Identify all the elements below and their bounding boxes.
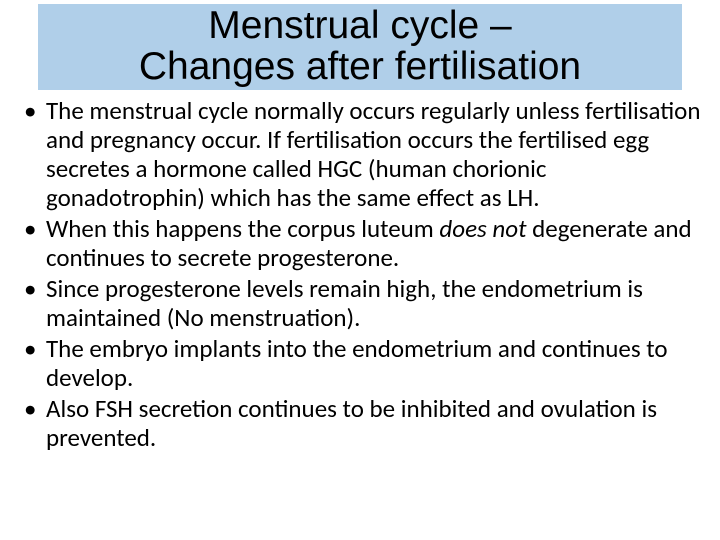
bullet-text: Also FSH secretion continues to be inhib… xyxy=(46,393,657,453)
slide-title: Menstrual cycle – Changes after fertilis… xyxy=(139,6,581,88)
bullet-text: When this happens the corpus luteum does… xyxy=(46,213,692,273)
bullet-item: Also FSH secretion continues to be inhib… xyxy=(20,394,710,452)
bullet-text: The embryo implants into the endometrium… xyxy=(46,333,668,393)
bullet-item: When this happens the corpus luteum does… xyxy=(20,214,710,272)
italic-phrase: does not xyxy=(439,213,526,244)
bullet-item: The embryo implants into the endometrium… xyxy=(20,334,710,392)
title-line-1: Menstrual cycle – xyxy=(208,4,511,47)
bullet-item: Since progesterone levels remain high, t… xyxy=(20,274,710,332)
bullet-text: The menstrual cycle normally occurs regu… xyxy=(46,95,700,213)
slide: Menstrual cycle – Changes after fertilis… xyxy=(0,0,720,540)
title-box: Menstrual cycle – Changes after fertilis… xyxy=(38,4,682,90)
bullet-text: Since progesterone levels remain high, t… xyxy=(46,273,643,333)
bullet-item: The menstrual cycle normally occurs regu… xyxy=(20,96,710,212)
content-area: The menstrual cycle normally occurs regu… xyxy=(20,96,710,454)
title-line-2: Changes after fertilisation xyxy=(139,45,581,88)
bullet-list: The menstrual cycle normally occurs regu… xyxy=(20,96,710,452)
